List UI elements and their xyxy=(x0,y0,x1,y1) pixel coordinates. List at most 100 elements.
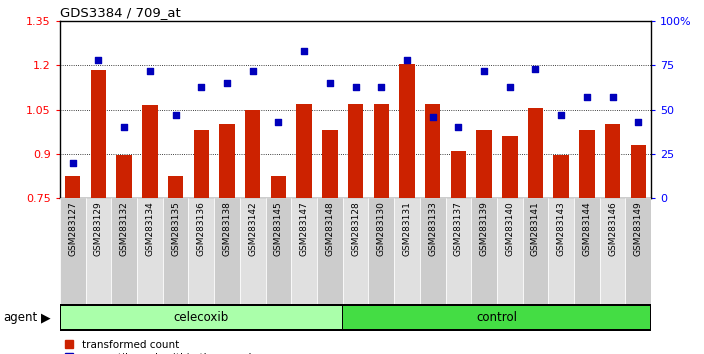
Bar xyxy=(446,198,471,304)
Point xyxy=(170,112,181,118)
Bar xyxy=(477,130,492,198)
Text: GSM283131: GSM283131 xyxy=(403,201,411,256)
Text: agent: agent xyxy=(4,311,38,324)
Text: GSM283147: GSM283147 xyxy=(300,201,308,256)
Text: GSM283141: GSM283141 xyxy=(531,201,540,256)
Bar xyxy=(317,198,343,304)
Text: GSM283140: GSM283140 xyxy=(505,201,515,256)
Bar xyxy=(425,104,441,198)
Bar xyxy=(219,125,234,198)
Text: GSM283148: GSM283148 xyxy=(325,201,334,256)
Bar xyxy=(348,104,363,198)
Point xyxy=(298,48,310,54)
Point xyxy=(607,95,618,100)
Bar xyxy=(265,198,291,304)
Point xyxy=(530,66,541,72)
Bar xyxy=(65,176,80,198)
Point xyxy=(118,125,130,130)
Bar xyxy=(111,198,137,304)
Bar xyxy=(420,198,446,304)
Bar xyxy=(91,70,106,198)
Bar xyxy=(471,198,497,304)
Bar xyxy=(502,136,517,198)
Bar xyxy=(548,198,574,304)
Bar xyxy=(344,306,650,329)
Text: GSM283142: GSM283142 xyxy=(249,201,257,256)
Point xyxy=(350,84,361,90)
Bar xyxy=(291,198,317,304)
Text: control: control xyxy=(477,311,517,324)
Bar xyxy=(631,145,646,198)
Bar xyxy=(322,130,337,198)
Bar xyxy=(522,198,548,304)
Point xyxy=(504,84,515,90)
Bar xyxy=(394,198,420,304)
Text: GSM283146: GSM283146 xyxy=(608,201,617,256)
Text: GSM283145: GSM283145 xyxy=(274,201,283,256)
Point xyxy=(272,119,284,125)
Bar xyxy=(86,198,111,304)
Bar xyxy=(240,198,265,304)
Bar xyxy=(528,108,543,198)
Point xyxy=(555,112,567,118)
Bar xyxy=(625,198,651,304)
Point xyxy=(427,114,439,120)
Legend: transformed count, percentile rank within the sample: transformed count, percentile rank withi… xyxy=(65,340,258,354)
Bar xyxy=(168,176,183,198)
Point xyxy=(401,57,413,63)
Point xyxy=(453,125,464,130)
Point xyxy=(93,57,104,63)
Bar xyxy=(214,198,240,304)
Bar xyxy=(343,198,368,304)
Text: GSM283127: GSM283127 xyxy=(68,201,77,256)
Text: GSM283132: GSM283132 xyxy=(120,201,129,256)
Text: GSM283149: GSM283149 xyxy=(634,201,643,256)
Point xyxy=(479,68,490,74)
Text: GSM283135: GSM283135 xyxy=(171,201,180,256)
Point xyxy=(221,80,232,86)
Bar xyxy=(60,198,86,304)
Point xyxy=(144,68,156,74)
Bar xyxy=(451,151,466,198)
Point xyxy=(324,80,335,86)
Bar xyxy=(374,104,389,198)
Bar xyxy=(296,104,312,198)
Bar xyxy=(194,130,209,198)
Bar xyxy=(189,198,214,304)
Bar xyxy=(553,155,569,198)
Text: GSM283130: GSM283130 xyxy=(377,201,386,256)
Text: GSM283129: GSM283129 xyxy=(94,201,103,256)
Point xyxy=(67,160,78,166)
Text: GDS3384 / 709_at: GDS3384 / 709_at xyxy=(60,6,181,19)
Point xyxy=(633,119,644,125)
Bar xyxy=(574,198,600,304)
Text: GSM283136: GSM283136 xyxy=(196,201,206,256)
Text: GSM283144: GSM283144 xyxy=(582,201,591,256)
Text: GSM283128: GSM283128 xyxy=(351,201,360,256)
Text: GSM283134: GSM283134 xyxy=(145,201,154,256)
Text: GSM283139: GSM283139 xyxy=(479,201,489,256)
Text: GSM283138: GSM283138 xyxy=(222,201,232,256)
Bar xyxy=(605,125,620,198)
Bar xyxy=(497,198,522,304)
Text: celecoxib: celecoxib xyxy=(174,311,229,324)
Bar xyxy=(579,130,595,198)
Text: GSM283143: GSM283143 xyxy=(557,201,566,256)
Bar xyxy=(116,155,132,198)
Bar xyxy=(245,110,260,198)
Text: GSM283133: GSM283133 xyxy=(428,201,437,256)
Bar xyxy=(142,105,158,198)
Bar xyxy=(399,64,415,198)
Bar xyxy=(137,198,163,304)
Bar xyxy=(368,198,394,304)
Point xyxy=(247,68,258,74)
Bar xyxy=(61,306,342,329)
Bar xyxy=(270,176,286,198)
Bar xyxy=(163,198,189,304)
Bar xyxy=(600,198,625,304)
Point xyxy=(196,84,207,90)
Text: GSM283137: GSM283137 xyxy=(454,201,463,256)
Text: ▶: ▶ xyxy=(41,311,51,324)
Point xyxy=(376,84,387,90)
Point xyxy=(582,95,593,100)
